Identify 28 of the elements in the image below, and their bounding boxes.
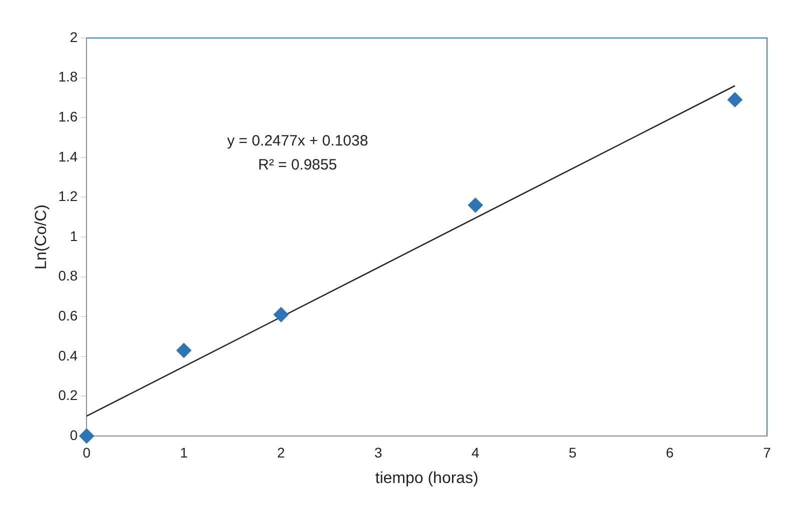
y-tick-label: 0.4 xyxy=(58,347,78,364)
x-tick-label: 4 xyxy=(472,444,480,460)
x-tick-label: 1 xyxy=(180,444,188,460)
x-tick-label: 7 xyxy=(763,444,772,460)
y-tick-label: 1.2 xyxy=(58,188,78,204)
point xyxy=(468,198,483,213)
y-tick-label: 0.6 xyxy=(58,307,78,324)
y-tick-label: 0.8 xyxy=(58,268,78,284)
x-tick-label: 6 xyxy=(666,444,674,460)
annotation: R² = 0.9855 xyxy=(258,156,337,174)
x-tick-label: 5 xyxy=(568,444,577,460)
point xyxy=(79,428,94,444)
y-tick-label: 1.6 xyxy=(58,108,78,124)
x-tick-label: 2 xyxy=(277,444,286,460)
x-tick-label: 0 xyxy=(82,444,91,460)
point xyxy=(176,342,192,358)
y-tick-label: 1 xyxy=(70,228,78,244)
y-axis-title: Ln(Co/C) xyxy=(33,204,50,270)
y-tick-label: 1.4 xyxy=(58,148,78,164)
point xyxy=(274,307,289,322)
y-tick-label: 2 xyxy=(70,28,78,45)
point xyxy=(727,92,742,108)
x-tick-label: 3 xyxy=(374,444,382,460)
y-tick-label: 0 xyxy=(70,426,78,443)
y-tick-label: 0.2 xyxy=(58,387,78,404)
x-axis-title: tiempo (horas) xyxy=(375,470,478,487)
y-tick-label: 1.8 xyxy=(58,68,78,85)
annotation: y = 0.2477x + 0.1038 xyxy=(227,132,368,150)
